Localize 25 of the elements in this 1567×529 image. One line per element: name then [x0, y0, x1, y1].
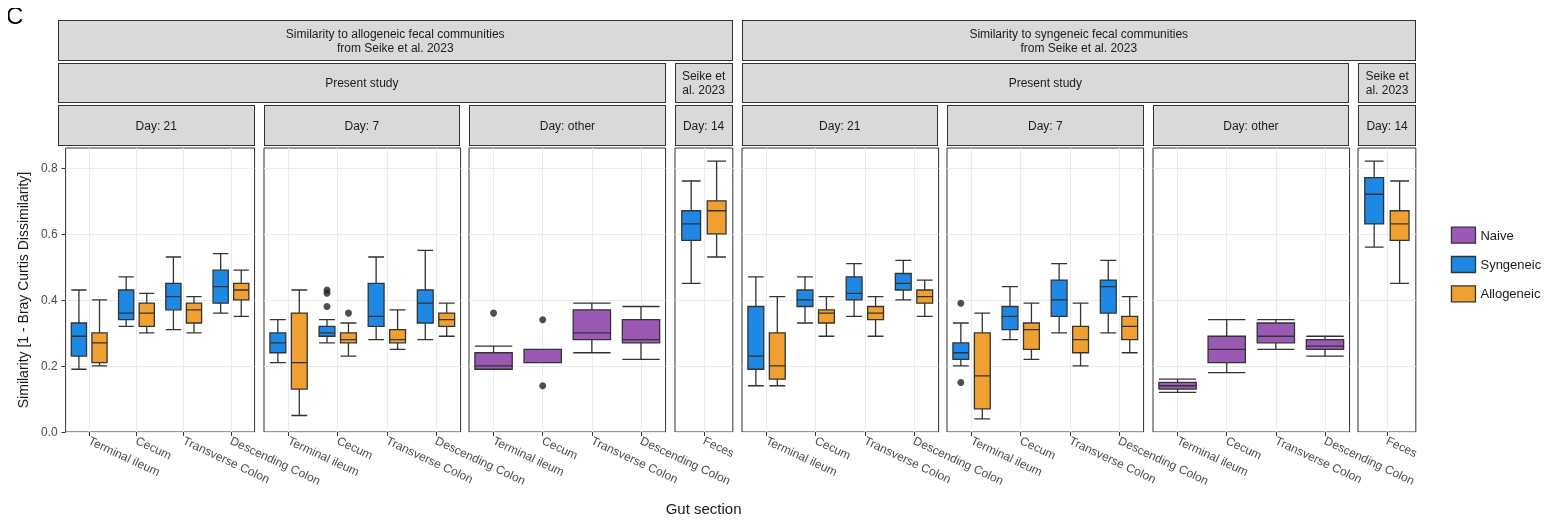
chart-title: Day: 21	[819, 118, 861, 133]
y-axis-title: Similarity [1 - Bray Curtis Dissimilarity]	[15, 171, 31, 409]
chart-subtitle: Present study	[325, 76, 399, 90]
chart-title: Day: 7	[344, 118, 380, 133]
chart-title: Day: other	[1223, 118, 1279, 133]
x-axis-title: Gut section	[664, 500, 743, 517]
chart-title: Day: 14	[1366, 118, 1408, 133]
legend-label: Naive	[1480, 227, 1514, 243]
chart-subtitle: Seike et al. 2023	[680, 69, 727, 97]
chart-title: Day: 21	[135, 118, 177, 133]
text: Similarity to syngeneic fecal communities from Seike et al. 2023	[968, 26, 1190, 55]
text: C	[7, 7, 24, 30]
legend-label: Allogeneic	[1480, 286, 1542, 302]
chart-title: Day: 14	[682, 118, 725, 133]
text: Similarity to allogeneic fecal communities from Seike et al. 2023	[284, 26, 506, 55]
y-tick-label: 0.6	[40, 226, 58, 241]
y-tick-label: 0.0	[40, 425, 58, 439]
y-tick-label: 0.8	[40, 160, 58, 175]
y-tick-label: 0.2	[40, 358, 58, 373]
chart-subtitle: Seike et al. 2023	[1364, 69, 1410, 97]
chart-title: Day: other	[539, 118, 596, 133]
legend-label: Syngeneic	[1480, 257, 1542, 272]
chart-subtitle: Present study	[1008, 76, 1083, 90]
y-tick-label: 0.4	[40, 292, 58, 307]
chart-title: Day: 7	[1028, 118, 1063, 133]
